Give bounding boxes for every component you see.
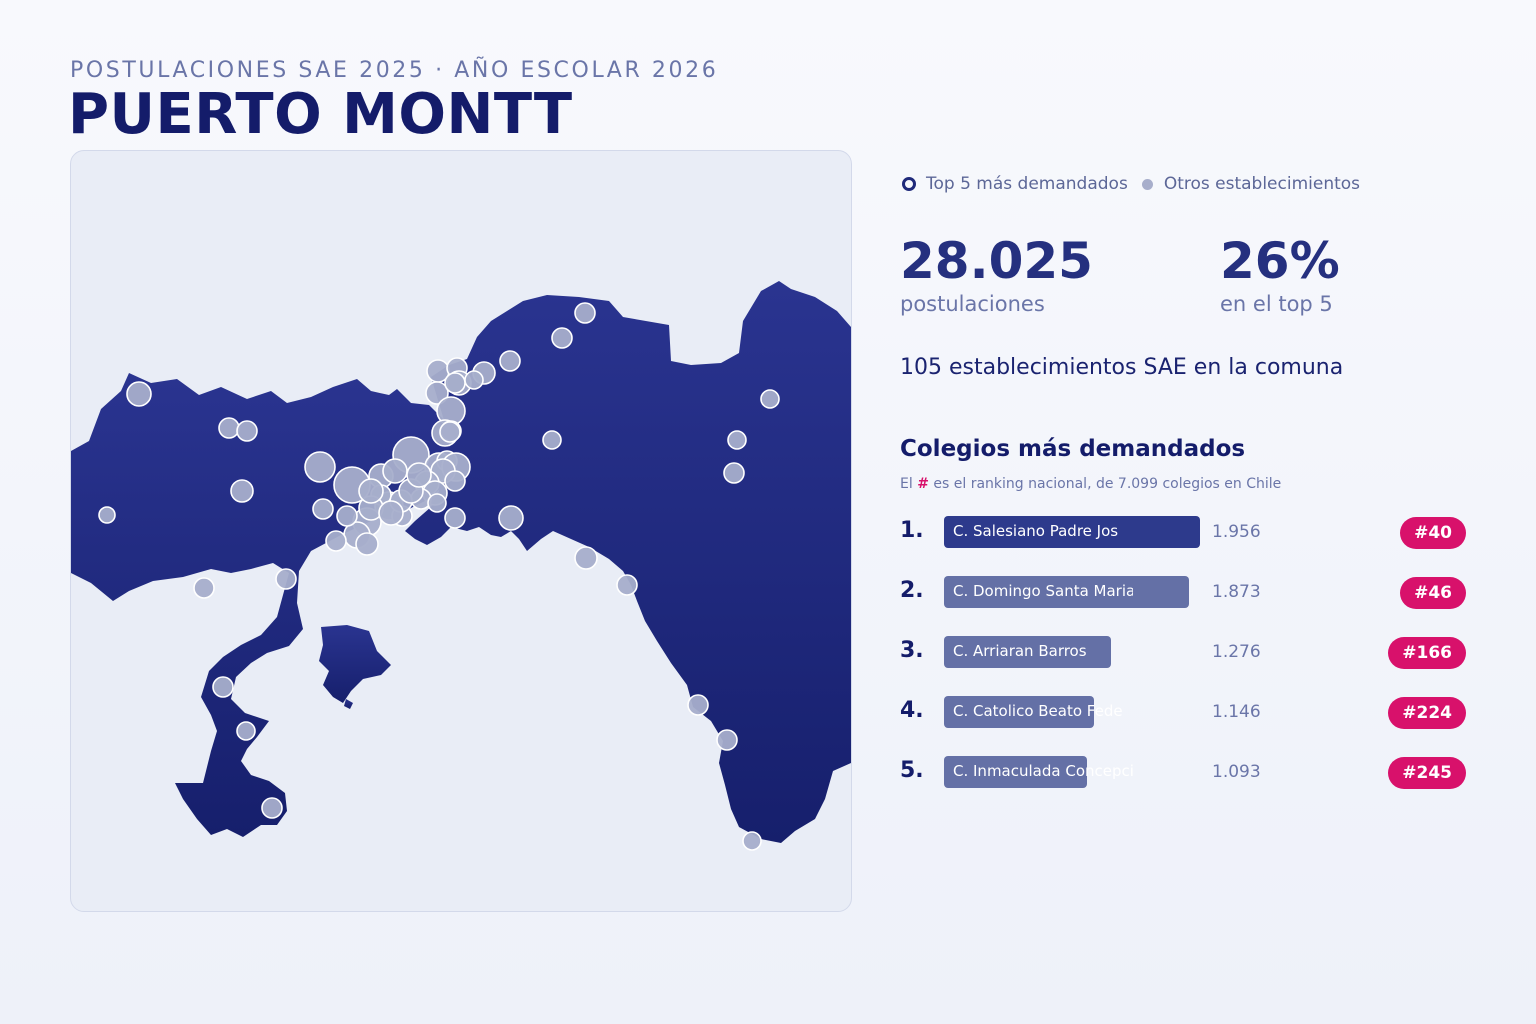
top5-share-value: 26% (1220, 232, 1340, 290)
establishment-marker[interactable] (727, 430, 747, 450)
establishment-marker[interactable] (275, 568, 297, 590)
ranking-row[interactable]: 1. C. Salesiano Padre Jos 1.956 #40 (900, 516, 1466, 550)
top5-ring-icon (902, 177, 916, 191)
land-east (405, 281, 851, 843)
ranking-bar: C. Salesiano Padre Jos (944, 516, 1200, 548)
establishment-marker[interactable] (542, 430, 562, 450)
establishment-marker[interactable] (98, 506, 116, 524)
establishment-marker[interactable] (312, 498, 334, 520)
applications-count: 1.276 (1212, 642, 1261, 662)
establishment-marker[interactable] (742, 831, 762, 851)
establishment-marker[interactable] (236, 721, 256, 741)
ranking-bar: C. Catolico Beato Fede (944, 696, 1123, 728)
ranking-note-prefix: El (900, 476, 913, 492)
national-rank-badge: #224 (1388, 697, 1466, 729)
establishment-marker[interactable] (230, 479, 254, 503)
establishment-marker[interactable] (236, 420, 258, 442)
ranking-bar: C. Domingo Santa Maria (944, 576, 1190, 608)
establishment-marker[interactable] (444, 470, 466, 492)
establishment-marker[interactable] (336, 505, 358, 527)
establishment-marker[interactable] (687, 694, 709, 716)
establishment-marker[interactable] (355, 532, 379, 556)
ranking-row[interactable]: 2. C. Domingo Santa Maria 1.873 #46 (900, 576, 1466, 610)
school-name: C. Catolico Beato Fede (953, 702, 1123, 720)
school-name: C. Inmaculada Concepci (953, 762, 1133, 780)
establishment-marker[interactable] (574, 302, 596, 324)
establishment-marker[interactable] (444, 507, 466, 529)
land-west (71, 373, 451, 837)
establishment-marker[interactable] (498, 505, 524, 531)
ranking-note: El # es el ranking nacional, de 7.099 co… (900, 476, 1281, 492)
establishment-marker[interactable] (193, 577, 215, 599)
ranking-note-hash: # (917, 476, 929, 492)
establishment-marker[interactable] (444, 372, 466, 394)
rank-number: 5. (900, 758, 924, 783)
rank-number: 2. (900, 578, 924, 603)
rank-number: 4. (900, 698, 924, 723)
ranking-row[interactable]: 3. C. Arriaran Barros 1.276 #166 (900, 636, 1466, 670)
national-rank-badge: #40 (1400, 517, 1466, 549)
top5-share-label: en el top 5 (1220, 292, 1333, 316)
national-rank-badge: #166 (1388, 637, 1466, 669)
establishment-marker[interactable] (723, 462, 745, 484)
page-title: PUERTO MONTT (68, 82, 573, 147)
establishments-count: 105 establecimientos SAE en la comuna (900, 355, 1344, 380)
map-legend: Top 5 más demandados Otros establecimien… (902, 174, 1360, 194)
islet (344, 699, 353, 709)
establishment-marker[interactable] (212, 676, 234, 698)
ranking-bar: C. Inmaculada Concepci (944, 756, 1133, 788)
applications-label: postulaciones (900, 292, 1045, 316)
page-subtitle: POSTULACIONES SAE 2025 · AÑO ESCOLAR 202… (70, 58, 719, 83)
rank-number: 3. (900, 638, 924, 663)
school-name: C. Domingo Santa Maria (953, 582, 1133, 600)
establishment-marker[interactable] (261, 797, 283, 819)
island (319, 625, 391, 703)
ranking-note-suffix: es el ranking nacional, de 7.099 colegio… (933, 476, 1282, 492)
establishment-marker[interactable] (427, 493, 447, 513)
establishment-marker[interactable] (716, 729, 738, 751)
commune-map[interactable] (71, 151, 851, 911)
school-name: C. Salesiano Padre Jos (953, 522, 1119, 540)
establishment-marker[interactable] (218, 417, 240, 439)
rank-number: 1. (900, 518, 924, 543)
legend-top5-label: Top 5 más demandados (926, 174, 1128, 194)
map-panel[interactable] (70, 150, 852, 912)
establishment-marker[interactable] (616, 574, 638, 596)
establishment-marker[interactable] (382, 458, 408, 484)
establishment-marker[interactable] (378, 500, 404, 526)
ranking-row[interactable]: 5. C. Inmaculada Concepci 1.093 #245 (900, 756, 1466, 790)
ranking-title: Colegios más demandados (900, 436, 1246, 462)
applications-count: 1.956 (1212, 522, 1261, 542)
applications-count: 1.093 (1212, 762, 1261, 782)
establishment-marker[interactable] (551, 327, 573, 349)
establishment-marker[interactable] (499, 350, 521, 372)
national-rank-badge: #245 (1388, 757, 1466, 789)
establishment-marker[interactable] (325, 530, 347, 552)
applications-count: 1.873 (1212, 582, 1261, 602)
other-dot-icon (1141, 178, 1153, 190)
establishment-marker[interactable] (406, 462, 432, 488)
establishment-marker[interactable] (126, 381, 152, 407)
establishment-marker[interactable] (439, 421, 461, 443)
applications-value: 28.025 (900, 232, 1093, 290)
establishment-marker[interactable] (358, 478, 384, 504)
school-name: C. Arriaran Barros (953, 642, 1087, 660)
establishment-marker[interactable] (304, 451, 336, 483)
ranking-bar: C. Arriaran Barros (944, 636, 1111, 668)
establishment-marker[interactable] (425, 381, 449, 405)
establishment-marker[interactable] (760, 389, 780, 409)
establishment-marker[interactable] (464, 370, 484, 390)
legend-others-label: Otros establecimientos (1163, 174, 1361, 194)
establishment-marker[interactable] (574, 546, 598, 570)
national-rank-badge: #46 (1400, 577, 1466, 609)
applications-count: 1.146 (1212, 702, 1261, 722)
ranking-row[interactable]: 4. C. Catolico Beato Fede 1.146 #224 (900, 696, 1466, 730)
